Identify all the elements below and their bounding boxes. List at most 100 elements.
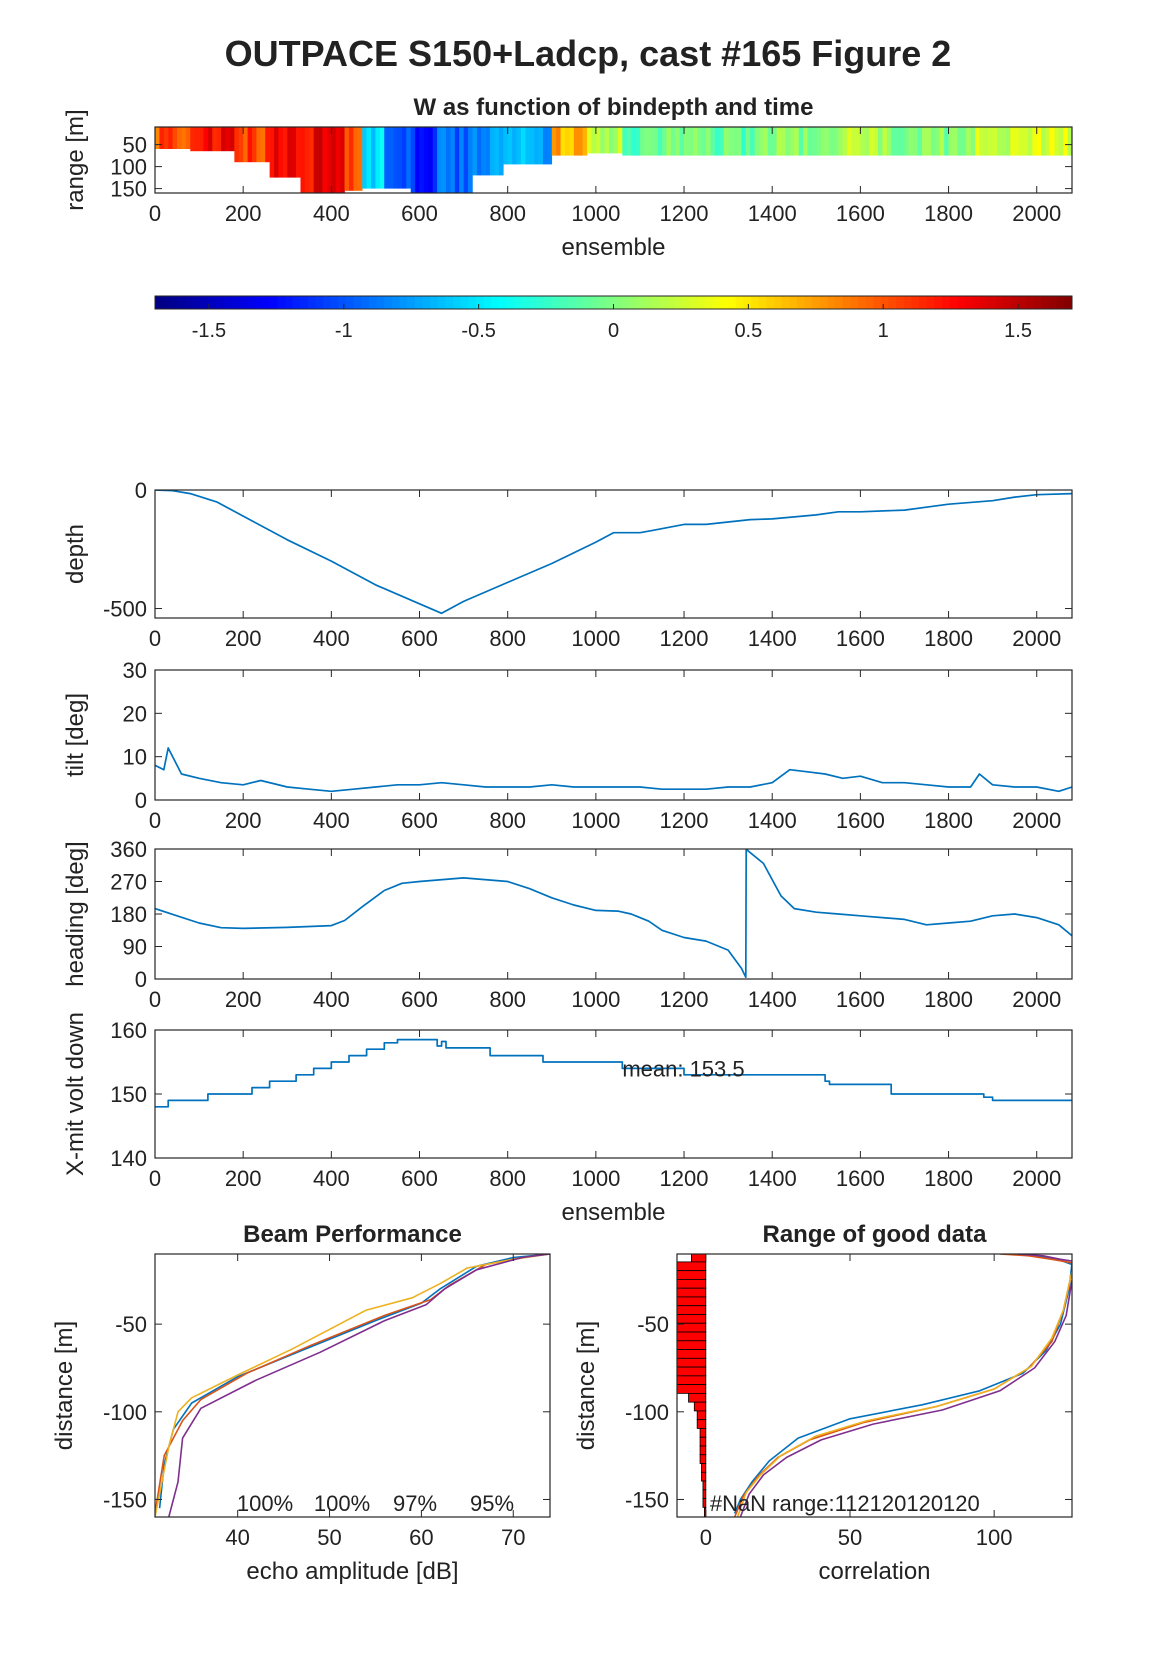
w-heatmap-cell — [957, 127, 963, 156]
heading-xtick-label: 1600 — [836, 987, 885, 1012]
colorbar-segment — [346, 296, 355, 309]
colorbar-segment — [1033, 296, 1042, 309]
colorbar-segment — [689, 296, 699, 309]
colorbar-segment — [751, 296, 760, 309]
w-heatmap-cell — [1032, 127, 1038, 156]
w-heatmap-cell — [309, 127, 315, 193]
w-heatmap-cell — [622, 127, 628, 156]
w-heatmap-cell — [710, 127, 716, 156]
w-heatmap-cell — [1019, 127, 1024, 156]
colorbar-segment — [277, 296, 286, 309]
depth-xtick-label: 400 — [313, 626, 350, 651]
range-bar — [702, 1480, 707, 1491]
colorbar-tick-label: -1.5 — [192, 320, 226, 342]
colorbar-segment — [560, 296, 569, 309]
range-bar — [696, 1419, 707, 1429]
range_good_data-axes-box — [676, 1253, 1073, 1518]
w-heatmap-cell — [494, 127, 500, 176]
colorbar-segment — [804, 296, 813, 309]
w-heatmap-cell — [631, 127, 636, 156]
w-heatmap-cell — [300, 127, 306, 193]
w-heatmap-cell — [617, 127, 623, 154]
heading-xtick-label: 600 — [401, 987, 438, 1012]
heading-ylabel: heading [deg] — [62, 841, 89, 986]
colorbar-segment — [789, 296, 798, 309]
colorbar-segment — [460, 296, 469, 309]
w-heatmap-cell — [983, 127, 989, 156]
range-annotation: #NaN range:112120120120 — [710, 1491, 980, 1516]
range-bar — [677, 1384, 707, 1394]
w-heatmap-cell — [556, 127, 561, 156]
xmit_volt-xtick-label: 1800 — [924, 1166, 973, 1191]
w-heatmap-cell — [639, 127, 645, 156]
heading-xtick-label: 200 — [225, 987, 262, 1012]
colorbar-segment — [537, 296, 546, 309]
tilt-ytick-label: 0 — [135, 788, 147, 813]
colorbar-segment — [987, 296, 997, 309]
w-heatmap-cell — [1054, 127, 1060, 156]
w_heatmap-xtick-label: 800 — [489, 201, 526, 226]
depth-axes: 0 200 400 600 800 1000 1200 1400 1600 1800 2000 -50… — [62, 478, 1073, 651]
w-heatmap-cell — [313, 127, 319, 193]
colorbar-segment — [414, 296, 423, 309]
w-heatmap-cell — [401, 127, 407, 189]
range_good_data-xtick-label: 50 — [838, 1525, 862, 1550]
tilt-xtick-label: 200 — [225, 808, 262, 833]
w-heatmap-cell — [481, 127, 486, 176]
w_heatmap-ytick-label: 150 — [110, 177, 147, 202]
w-heatmap-cell — [229, 127, 235, 152]
colorbar-segment — [934, 296, 943, 309]
depth-xtick-label: 1200 — [660, 626, 709, 651]
xmit_volt-axes: 0 200 400 600 800 1000 1200 1400 1600 1800 2000 140… — [62, 1012, 1073, 1226]
xmit_volt-xtick-label: 1200 — [660, 1166, 709, 1191]
range-series-line-1 — [733, 1262, 1072, 1514]
depth-xtick-label: 1000 — [571, 626, 620, 651]
colorbar-segment — [361, 296, 370, 309]
w-heatmap-cell — [397, 127, 403, 189]
w-heatmap-cell — [591, 127, 597, 154]
beam_performance-title: Beam Performance — [243, 1221, 462, 1248]
xmit_volt-xtick-label: 2000 — [1012, 1166, 1061, 1191]
w-heatmap-cell — [926, 127, 932, 156]
colorbar-segment — [980, 296, 989, 309]
colorbar-segment — [261, 296, 271, 309]
w-heatmap-cell — [732, 127, 738, 156]
colorbar-segment — [712, 296, 721, 309]
w-heatmap-cell — [1058, 127, 1064, 156]
w_heatmap-xtick-label: 600 — [401, 201, 438, 226]
colorbar-segment — [323, 296, 332, 309]
w-heatmap-cell — [1010, 127, 1015, 156]
colorbar-segment — [391, 296, 401, 309]
beam-percent-label: 97% — [393, 1491, 437, 1516]
w-heatmap-cell — [794, 127, 799, 156]
w_heatmap-xtick-label: 0 — [149, 201, 161, 226]
w-heatmap-cell — [900, 127, 905, 156]
w-heatmap-cell — [688, 127, 694, 156]
colorbar-segment — [177, 296, 187, 309]
w-heatmap-cell — [547, 127, 553, 165]
colorbar-segment — [590, 296, 599, 309]
colorbar-segment — [827, 296, 836, 309]
heading-xtick-label: 2000 — [1012, 987, 1061, 1012]
w-heatmap-cell — [613, 127, 619, 154]
colorbar-segment — [422, 296, 431, 309]
colorbar-tick-label: 1 — [878, 320, 889, 342]
w-heatmap-cell — [979, 127, 985, 156]
w-heatmap-cell — [754, 127, 760, 156]
colorbar-segment — [621, 296, 630, 309]
w-heatmap-cell — [587, 127, 592, 154]
w-heatmap-cell — [966, 127, 971, 156]
heading-xtick-label: 1400 — [748, 987, 797, 1012]
colorbar-segment — [682, 296, 691, 309]
w-heatmap-cell — [1067, 127, 1072, 156]
colorbar-segment — [605, 296, 614, 309]
colorbar-segment — [399, 296, 408, 309]
w-heatmap-cell — [948, 127, 954, 156]
w-heatmap-cell — [961, 127, 967, 156]
w-heatmap-cell — [917, 127, 923, 156]
w-heatmap-cell — [212, 127, 218, 152]
w-heatmap-cell — [441, 127, 447, 193]
range-bar — [696, 1410, 707, 1421]
xmit_volt-xtick-label: 600 — [401, 1166, 438, 1191]
heading-xtick-label: 1800 — [924, 987, 973, 1012]
